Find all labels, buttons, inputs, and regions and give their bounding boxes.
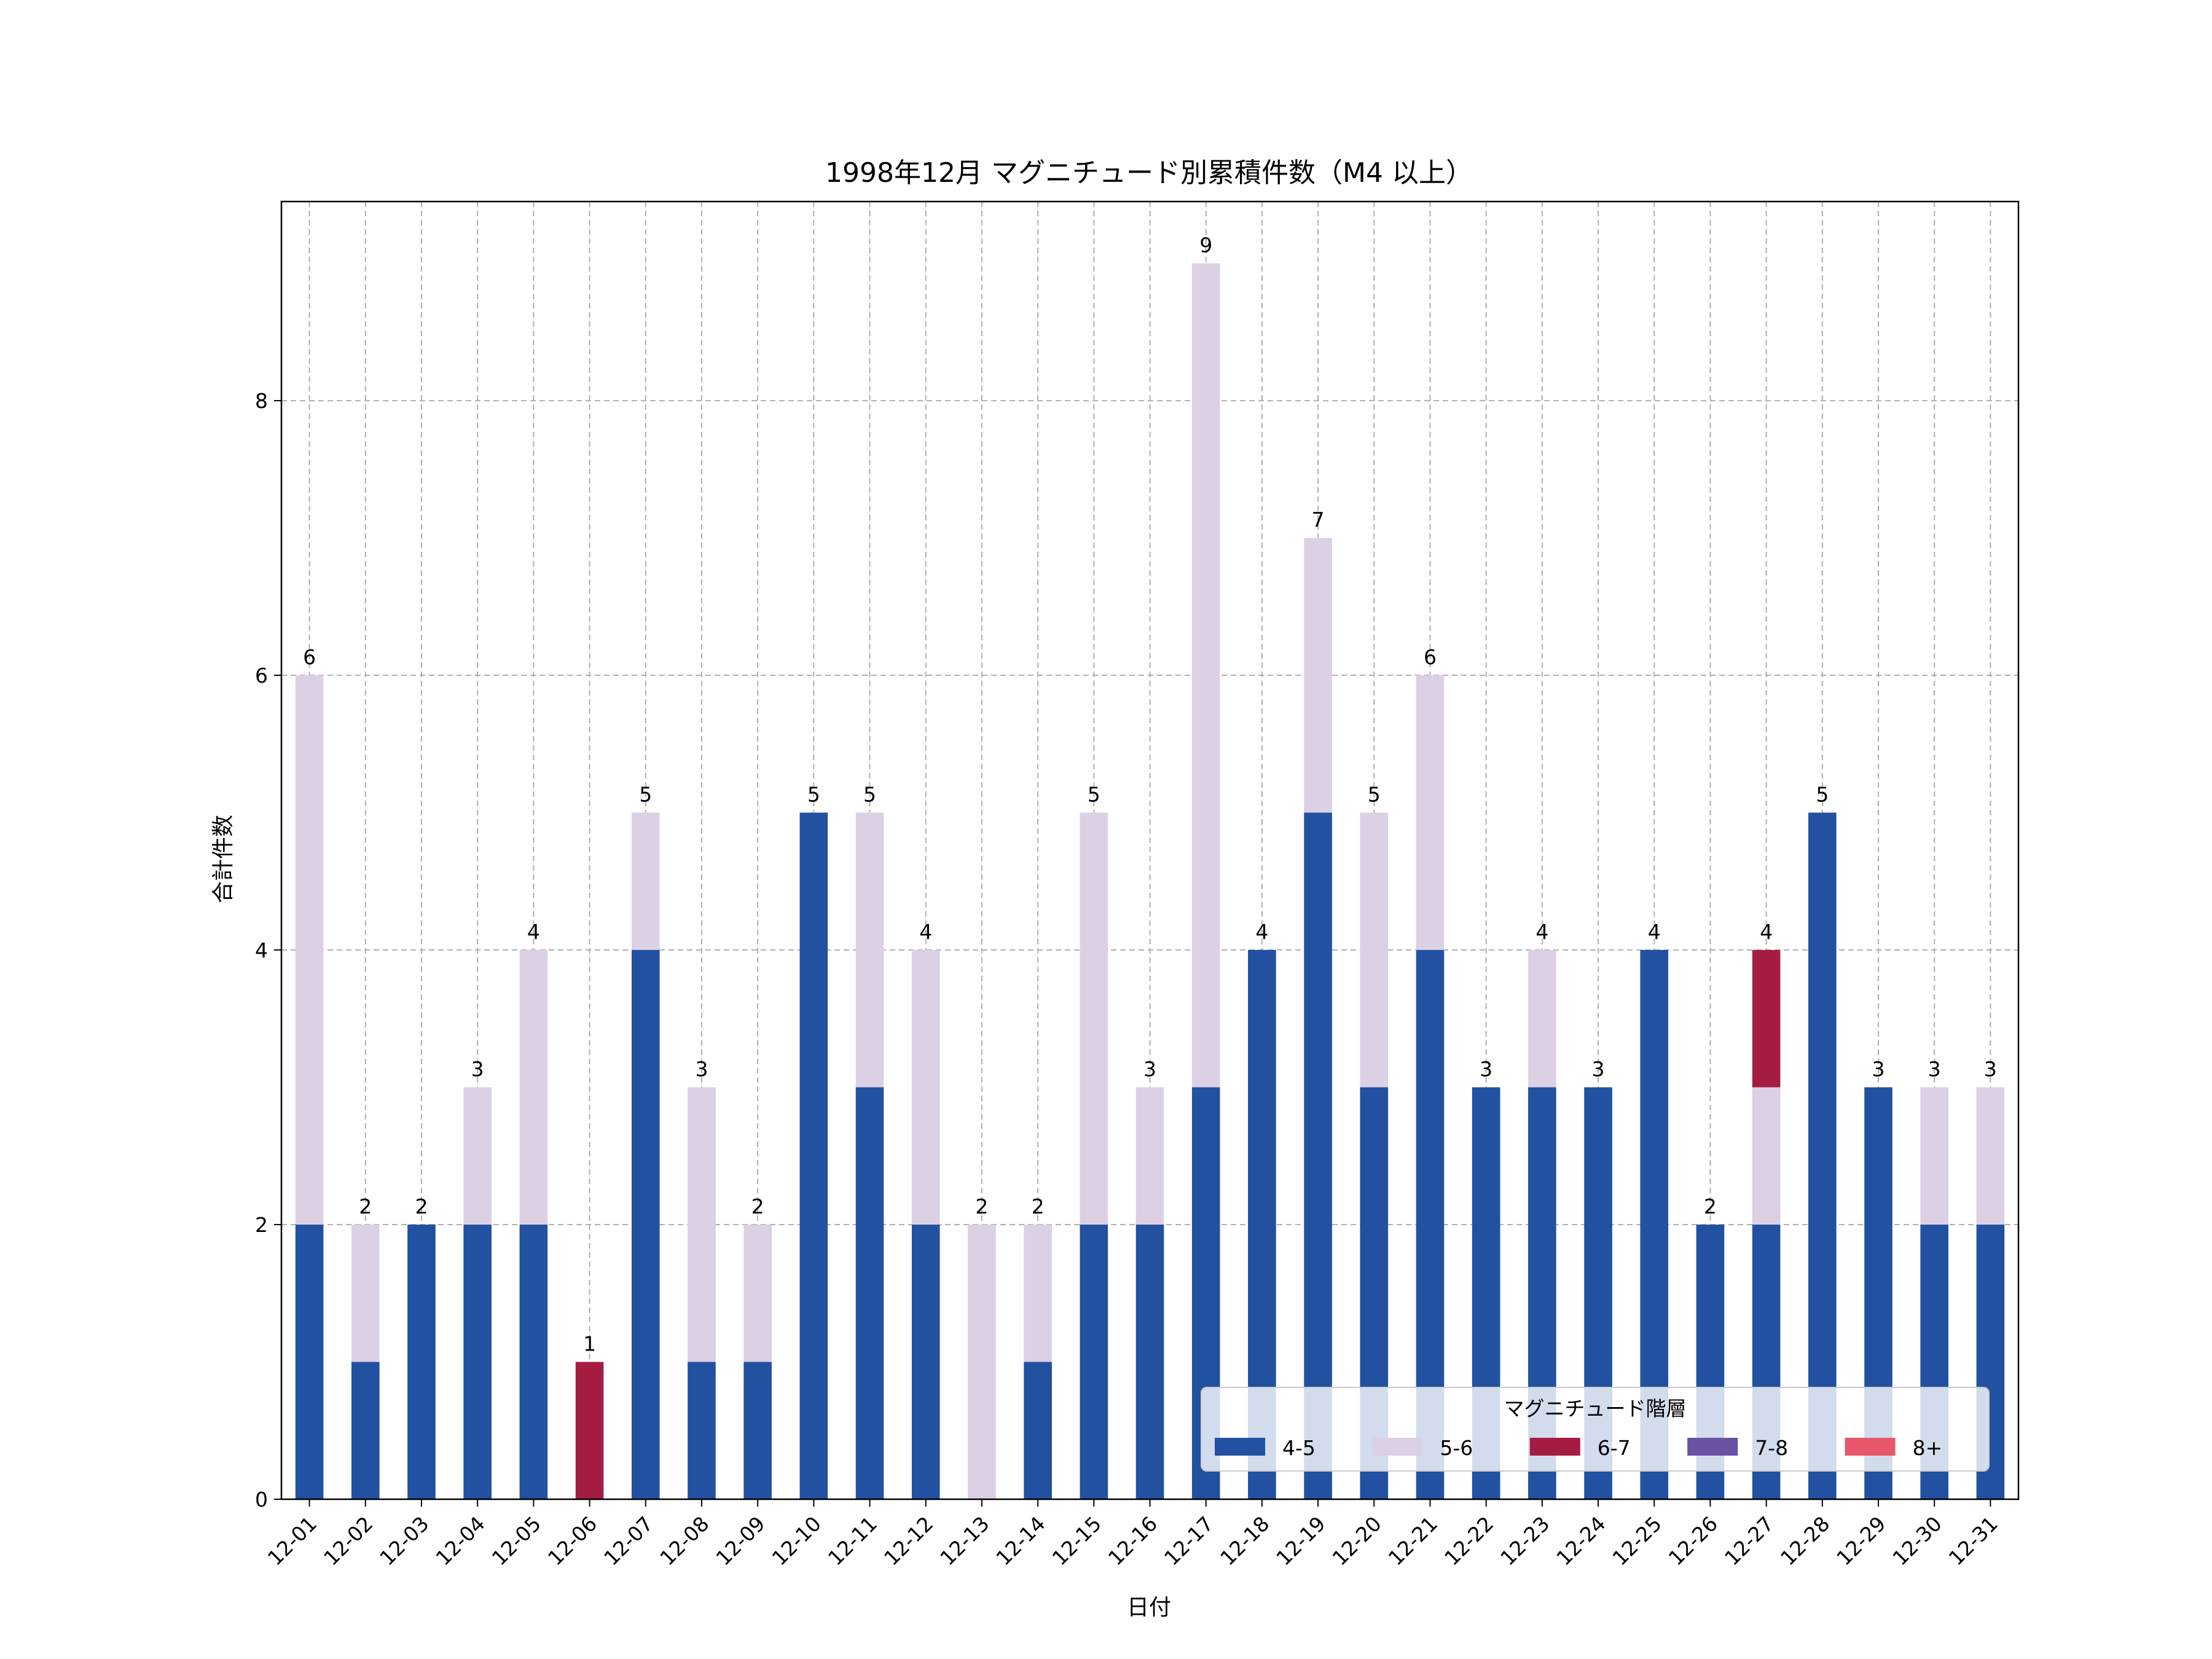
legend-title: マグニチュード階層 xyxy=(1504,1397,1687,1421)
legend-label-6-7: 6-7 xyxy=(1598,1436,1631,1460)
y-tick-label: 6 xyxy=(255,664,268,688)
bar-segment-4-5 xyxy=(519,1225,548,1499)
legend-label-8+: 8+ xyxy=(1913,1436,1943,1460)
bar-total-label: 6 xyxy=(1424,645,1437,669)
bar-segment-5-6 xyxy=(911,950,940,1225)
bar-segment-5-6 xyxy=(631,812,660,951)
bar-labels: 6 2 2 3 4 1 5 3 2 5 5 4 2 2 5 3 9 4 7 5 6 3 4 3 4 2 4 5 3 3 3 xyxy=(303,233,1997,1356)
bar-total-label: 6 xyxy=(303,645,316,669)
bar-segment-4-5 xyxy=(1304,812,1332,1499)
bar-segment-4-5 xyxy=(295,1225,324,1499)
bar-segment-4-5 xyxy=(1808,812,1837,1499)
bar-total-label: 3 xyxy=(1928,1057,1941,1081)
bar-total-label: 5 xyxy=(863,783,876,807)
bar-total-label: 3 xyxy=(1984,1057,1997,1081)
bar-segment-4-5 xyxy=(688,1362,716,1499)
bar-total-label: 5 xyxy=(1816,783,1829,807)
bar-total-label: 2 xyxy=(751,1194,764,1218)
bar-total-label: 4 xyxy=(919,920,932,944)
bar-segment-4-5 xyxy=(1080,1225,1108,1499)
bar-segment-5-6 xyxy=(351,1225,380,1362)
bar-total-label: 5 xyxy=(807,783,820,807)
bar-total-label: 5 xyxy=(1088,783,1100,807)
bar-segment-4-5 xyxy=(463,1225,492,1499)
legend-swatch-5-6 xyxy=(1372,1438,1423,1456)
bar-segment-5-6 xyxy=(295,675,324,1225)
bar-segment-5-6 xyxy=(1024,1225,1052,1362)
legend-label-5-6: 5-6 xyxy=(1440,1436,1473,1460)
bar-segment-4-5 xyxy=(407,1225,436,1499)
y-tick-label: 0 xyxy=(255,1488,268,1512)
bar-segment-4-5 xyxy=(631,950,660,1499)
legend-label-7-8: 7-8 xyxy=(1755,1436,1788,1460)
bar-total-label: 3 xyxy=(1872,1057,1885,1081)
bar-segment-4-5 xyxy=(1024,1362,1052,1499)
bar-segment-5-6 xyxy=(1920,1087,1949,1225)
bar-segment-5-6 xyxy=(1080,812,1108,1225)
bar-segment-5-6 xyxy=(688,1087,716,1362)
bar-total-label: 5 xyxy=(639,783,652,807)
bar-total-label: 4 xyxy=(1535,920,1548,944)
legend-swatch-8+ xyxy=(1845,1438,1896,1456)
legend-swatch-7-8 xyxy=(1687,1438,1738,1456)
bar-segment-4-5 xyxy=(743,1362,772,1499)
bar-total-label: 2 xyxy=(415,1194,428,1218)
bar-segment-6-7 xyxy=(1752,950,1781,1088)
bar-total-label: 3 xyxy=(695,1057,708,1081)
bar-total-label: 4 xyxy=(527,920,540,944)
bar-total-label: 3 xyxy=(1480,1057,1492,1081)
bar-total-label: 4 xyxy=(1760,920,1773,944)
bar-segment-5-6 xyxy=(1528,950,1556,1088)
bar-total-label: 3 xyxy=(471,1057,484,1081)
bar-segment-5-6 xyxy=(743,1225,772,1362)
bar-segment-5-6 xyxy=(1752,1087,1781,1225)
y-axis-label: 合計件数 xyxy=(211,815,236,903)
legend-swatch-6-7 xyxy=(1529,1438,1580,1456)
bar-segment-5-6 xyxy=(519,950,548,1225)
bar-segment-4-5 xyxy=(351,1362,380,1499)
bar-segment-4-5 xyxy=(855,1087,884,1499)
bar-segment-5-6 xyxy=(855,812,884,1088)
bar-segment-4-5 xyxy=(1135,1225,1164,1499)
x-axis-label: 日付 xyxy=(1127,1595,1171,1620)
bar-total-label: 3 xyxy=(1143,1057,1156,1081)
bar-segment-5-6 xyxy=(1191,263,1220,1088)
bar-total-label: 9 xyxy=(1199,233,1212,257)
bar-segment-6-7 xyxy=(575,1362,604,1499)
bar-total-label: 4 xyxy=(1255,920,1268,944)
bar-segment-5-6 xyxy=(1304,538,1332,813)
bar-total-label: 7 xyxy=(1312,508,1325,532)
y-tick-label: 2 xyxy=(255,1213,268,1237)
bar-segment-5-6 xyxy=(1135,1087,1164,1225)
legend-label-4-5: 4-5 xyxy=(1282,1436,1316,1460)
bar-total-label: 1 xyxy=(583,1332,596,1356)
legend-swatch-4-5 xyxy=(1215,1438,1265,1456)
y-tick-label: 8 xyxy=(255,389,268,413)
bar-segment-5-6 xyxy=(968,1225,996,1499)
bar-segment-4-5 xyxy=(799,812,828,1499)
legend: マグニチュード階層 4-5 5-6 6-7 7-8 8+ xyxy=(1201,1387,1990,1472)
bar-total-label: 2 xyxy=(975,1194,988,1218)
bar-segment-5-6 xyxy=(1976,1087,2005,1225)
bar-segment-5-6 xyxy=(463,1087,492,1225)
bar-segment-5-6 xyxy=(1416,675,1445,951)
bar-total-label: 2 xyxy=(1704,1194,1717,1218)
bar-total-label: 2 xyxy=(1032,1194,1045,1218)
bar-total-label: 5 xyxy=(1368,783,1381,807)
bar-total-label: 4 xyxy=(1648,920,1661,944)
bar-segment-4-5 xyxy=(911,1225,940,1499)
bar-total-label: 3 xyxy=(1592,1057,1605,1081)
chart-title: 1998年12月 マグニチュード別累積件数（M4 以上） xyxy=(825,157,1473,189)
bar-segment-5-6 xyxy=(1360,812,1389,1088)
bar-total-label: 2 xyxy=(359,1194,372,1218)
y-tick-label: 4 xyxy=(255,938,268,962)
